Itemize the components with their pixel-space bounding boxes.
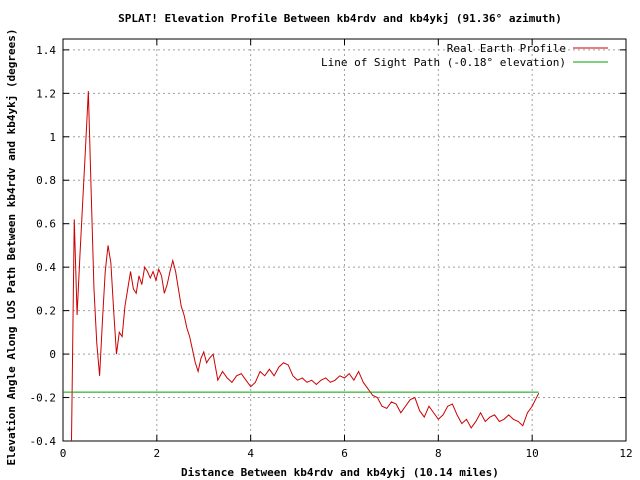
y-tick-label: 0 <box>49 348 56 361</box>
x-tick-label: 4 <box>247 447 254 460</box>
y-tick-label: 0.2 <box>36 305 56 318</box>
axis-ticks: 0 2 4 6 8 10 12 -0.4 -0.2 0 0.2 0.4 0.6 0.8 1 1.2 1.4 <box>30 39 633 460</box>
x-tick-label: 12 <box>619 447 632 460</box>
y-tick-label: 0.4 <box>36 261 56 274</box>
y-tick-label: 1.4 <box>36 44 56 57</box>
legend-label-line-of-sight: Line of Sight Path (-0.18° elevation) <box>321 56 566 69</box>
x-tick-label: 0 <box>60 447 67 460</box>
y-tick-label: 0.8 <box>36 174 56 187</box>
real-earth-profile-line <box>70 91 540 441</box>
x-tick-label: 2 <box>154 447 161 460</box>
grid <box>63 39 626 442</box>
series-layer <box>63 91 540 441</box>
y-tick-label: 0.6 <box>36 218 56 231</box>
legend: Real Earth Profile Line of Sight Path (-… <box>321 42 608 69</box>
chart-title: SPLAT! Elevation Profile Between kb4rdv … <box>118 12 562 25</box>
legend-label-real-earth: Real Earth Profile <box>447 42 566 55</box>
y-axis-label: Elevation Angle Along LOS Path Between k… <box>5 28 18 465</box>
y-tick-label: -0.2 <box>30 392 57 405</box>
y-tick-label: 1.2 <box>36 87 56 100</box>
x-axis-label: Distance Between kb4rdv and kb4ykj (10.1… <box>181 466 499 479</box>
y-tick-label: -0.4 <box>30 435 57 448</box>
y-tick-label: 1 <box>49 131 56 144</box>
plot-frame <box>62 38 627 442</box>
x-tick-label: 10 <box>526 447 539 460</box>
x-tick-label: 6 <box>341 447 348 460</box>
x-tick-label: 8 <box>435 447 442 460</box>
